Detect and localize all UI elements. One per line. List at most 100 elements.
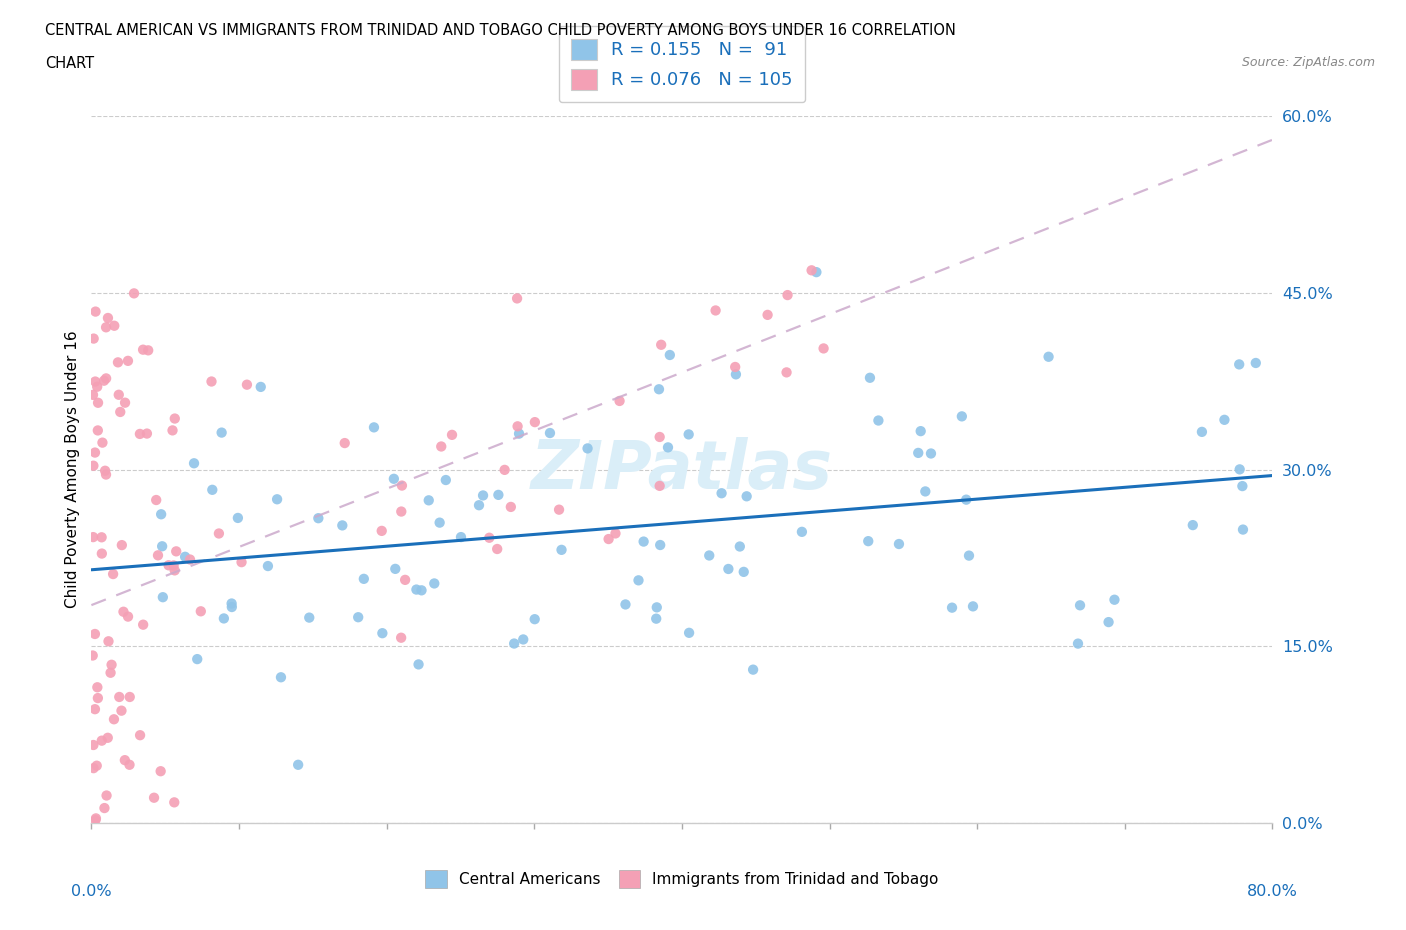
Point: [1229, 462, 1251, 477]
Text: 80.0%: 80.0%: [1247, 884, 1298, 899]
Point: [84, 304, 107, 319]
Point: [108, 689, 131, 704]
Point: [440, 428, 463, 443]
Point: [136, 343, 159, 358]
Point: [347, 610, 370, 625]
Point: [179, 552, 201, 567]
Point: [111, 538, 134, 552]
Point: [859, 370, 882, 385]
Point: [370, 524, 392, 538]
Point: [389, 504, 412, 519]
Point: [742, 662, 765, 677]
Point: [704, 303, 727, 318]
Point: [132, 342, 155, 357]
Point: [371, 626, 394, 641]
Point: [83, 761, 105, 776]
Point: [382, 472, 405, 486]
Point: [150, 507, 173, 522]
Point: [658, 348, 681, 363]
Point: [506, 418, 529, 433]
Point: [605, 526, 627, 541]
Point: [523, 415, 546, 430]
Point: [94, 371, 117, 386]
Point: [609, 393, 631, 408]
Point: [614, 597, 637, 612]
Point: [270, 670, 292, 684]
Point: [1232, 479, 1254, 494]
Point: [941, 600, 963, 615]
Point: [434, 472, 457, 487]
Point: [468, 498, 491, 512]
Point: [82, 388, 104, 403]
Point: [117, 609, 139, 624]
Point: [100, 665, 122, 680]
Point: [97, 311, 120, 325]
Point: [90, 546, 112, 561]
Point: [648, 430, 671, 445]
Point: [508, 426, 530, 441]
Point: [211, 425, 233, 440]
Point: [208, 526, 231, 541]
Point: [149, 764, 172, 778]
Point: [163, 563, 186, 578]
Point: [499, 499, 522, 514]
Point: [129, 427, 152, 442]
Point: [186, 652, 208, 667]
Point: [163, 558, 186, 573]
Point: [87, 423, 110, 438]
Point: [333, 435, 356, 450]
Point: [363, 420, 385, 435]
Point: [84, 811, 107, 826]
Point: [84, 627, 107, 642]
Point: [257, 559, 280, 574]
Point: [955, 492, 977, 507]
Point: [84, 702, 107, 717]
Point: [82, 458, 104, 473]
Point: [86, 379, 108, 394]
Point: [512, 632, 534, 647]
Point: [1244, 355, 1267, 370]
Point: [87, 395, 110, 410]
Point: [1069, 598, 1091, 613]
Point: [221, 596, 243, 611]
Point: [678, 625, 700, 640]
Point: [221, 600, 243, 615]
Point: [1191, 424, 1213, 439]
Point: [298, 610, 321, 625]
Point: [132, 618, 155, 632]
Point: [249, 379, 271, 394]
Point: [429, 515, 451, 530]
Point: [103, 318, 125, 333]
Point: [486, 541, 509, 556]
Point: [910, 424, 932, 439]
Point: [538, 426, 561, 441]
Point: [83, 331, 105, 346]
Point: [472, 488, 495, 503]
Point: [576, 441, 599, 456]
Point: [183, 456, 205, 471]
Point: [91, 435, 114, 450]
Point: [868, 413, 890, 428]
Text: CHART: CHART: [45, 56, 94, 71]
Point: [790, 525, 813, 539]
Point: [107, 355, 129, 370]
Point: [118, 757, 141, 772]
Point: [800, 263, 823, 278]
Point: [648, 478, 671, 493]
Point: [82, 737, 104, 752]
Point: [650, 538, 672, 552]
Point: [710, 485, 733, 500]
Point: [135, 426, 157, 441]
Point: [548, 502, 571, 517]
Point: [110, 703, 132, 718]
Point: [678, 427, 700, 442]
Point: [813, 341, 835, 356]
Point: [405, 582, 427, 597]
Point: [550, 542, 572, 557]
Point: [962, 599, 984, 614]
Point: [920, 446, 942, 461]
Point: [645, 611, 668, 626]
Point: [287, 757, 309, 772]
Point: [93, 373, 115, 388]
Point: [150, 538, 173, 553]
